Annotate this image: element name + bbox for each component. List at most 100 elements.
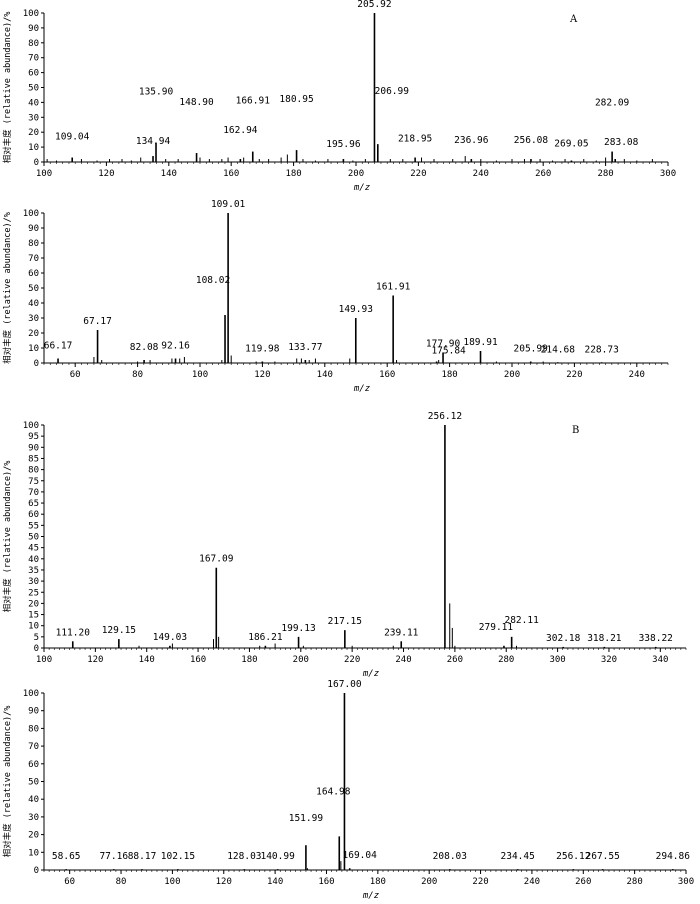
peak-label: 92.16 bbox=[161, 341, 190, 352]
y-tick-label: 20 bbox=[28, 599, 39, 609]
y-tick-label: 70 bbox=[28, 254, 39, 264]
y-tick-label: 75 bbox=[28, 477, 39, 487]
x-tick-label: 240 bbox=[524, 877, 540, 887]
y-tick-label: 70 bbox=[28, 54, 39, 64]
y-tick-label: 40 bbox=[28, 98, 39, 108]
y-tick-label: 35 bbox=[28, 566, 39, 576]
peak-label: 206.99 bbox=[375, 86, 410, 97]
peak-label: 256.08 bbox=[514, 135, 549, 146]
y-axis-label: 相对丰度 (relative abundance)/% bbox=[2, 461, 13, 613]
peak-label: 109.01 bbox=[211, 199, 246, 210]
x-tick-label: 100 bbox=[164, 877, 180, 887]
peak-label: 77.16 bbox=[99, 851, 128, 862]
y-tick-label: 40 bbox=[28, 795, 39, 805]
y-tick-label: 60 bbox=[28, 760, 39, 770]
y-tick-label: 55 bbox=[28, 521, 39, 531]
x-tick-label: 220 bbox=[410, 169, 426, 179]
peak-label: 236.96 bbox=[454, 135, 489, 146]
peak-label: 149.03 bbox=[153, 632, 187, 643]
y-tick-label: 0 bbox=[34, 644, 39, 654]
x-tick-label: 220 bbox=[566, 370, 582, 380]
peak-label: 218.95 bbox=[398, 134, 432, 145]
x-tick-label: 200 bbox=[421, 877, 437, 887]
x-tick-label: 300 bbox=[549, 655, 565, 665]
x-tick-label: 120 bbox=[254, 370, 270, 380]
y-tick-label: 80 bbox=[28, 39, 39, 49]
x-tick-label: 100 bbox=[36, 169, 52, 179]
x-tick-label: 220 bbox=[472, 877, 488, 887]
peak-label: 186.21 bbox=[248, 632, 283, 643]
x-tick-label: 320 bbox=[601, 655, 617, 665]
peak-label: 302.18 bbox=[546, 633, 581, 644]
peak-label: 239.11 bbox=[384, 627, 419, 638]
x-tick-label: 60 bbox=[70, 370, 81, 380]
x-tick-label: 160 bbox=[190, 655, 206, 665]
x-tick-label: 140 bbox=[267, 877, 283, 887]
y-tick-label: 10 bbox=[28, 622, 39, 632]
x-tick-label: 160 bbox=[379, 370, 395, 380]
x-tick-label: 260 bbox=[447, 655, 463, 665]
peak-label: 162.94 bbox=[223, 125, 258, 136]
y-tick-label: 30 bbox=[28, 314, 39, 324]
peak-label: 148.90 bbox=[179, 97, 214, 108]
y-tick-label: 100 bbox=[23, 421, 39, 431]
peak-label: 175.84 bbox=[431, 346, 466, 357]
peak-label: 167.09 bbox=[199, 554, 234, 565]
x-tick-label: 160 bbox=[318, 877, 334, 887]
y-tick-label: 20 bbox=[28, 329, 39, 339]
y-tick-label: 90 bbox=[28, 443, 39, 453]
y-tick-label: 50 bbox=[28, 778, 39, 788]
peak-label: 119.98 bbox=[245, 344, 280, 355]
y-tick-label: 50 bbox=[28, 533, 39, 543]
y-tick-label: 5 bbox=[34, 633, 39, 643]
y-tick-label: 90 bbox=[28, 707, 39, 717]
x-tick-label: 120 bbox=[216, 877, 232, 887]
y-tick-label: 10 bbox=[28, 143, 39, 153]
y-tick-label: 70 bbox=[28, 488, 39, 498]
x-tick-label: 120 bbox=[87, 655, 103, 665]
y-tick-label: 50 bbox=[28, 84, 39, 94]
x-tick-label: 100 bbox=[36, 655, 52, 665]
x-tick-label: 180 bbox=[285, 169, 301, 179]
y-tick-label: 90 bbox=[28, 24, 39, 34]
x-tick-label: 140 bbox=[161, 169, 177, 179]
peak-label: 133.77 bbox=[288, 342, 322, 353]
x-tick-label: 260 bbox=[575, 877, 591, 887]
x-tick-label: 200 bbox=[348, 169, 364, 179]
peak-label: 282.11 bbox=[504, 615, 539, 626]
peak-label: 267.55 bbox=[586, 851, 620, 862]
x-axis-label: m/z bbox=[362, 891, 379, 901]
y-tick-label: 60 bbox=[28, 510, 39, 520]
x-tick-label: 80 bbox=[132, 370, 143, 380]
peak-label: 108.02 bbox=[196, 275, 230, 286]
peak-label: 151.99 bbox=[289, 813, 324, 824]
y-tick-label: 80 bbox=[28, 724, 39, 734]
x-tick-label: 140 bbox=[317, 370, 333, 380]
x-tick-label: 280 bbox=[627, 877, 643, 887]
y-tick-label: 0 bbox=[34, 158, 39, 168]
y-tick-label: 80 bbox=[28, 466, 39, 476]
x-tick-label: 280 bbox=[498, 655, 514, 665]
y-tick-label: 40 bbox=[28, 299, 39, 309]
x-axis-label: m/z bbox=[362, 669, 379, 679]
y-tick-label: 100 bbox=[23, 209, 39, 219]
x-axis-label: m/z bbox=[353, 384, 370, 394]
y-tick-label: 0 bbox=[34, 359, 39, 369]
x-tick-label: 280 bbox=[597, 169, 613, 179]
y-tick-label: 25 bbox=[28, 588, 39, 598]
peak-label: 177.90 bbox=[426, 339, 461, 350]
x-tick-label: 60 bbox=[64, 877, 75, 887]
peak-label: 195.96 bbox=[326, 139, 361, 150]
y-tick-label: 85 bbox=[28, 454, 39, 464]
y-tick-label: 20 bbox=[28, 831, 39, 841]
peak-label: 282.09 bbox=[595, 98, 630, 109]
panel-label: A bbox=[569, 14, 578, 25]
peak-label: 102.15 bbox=[161, 851, 195, 862]
x-tick-label: 300 bbox=[678, 877, 694, 887]
peak-label: 164.98 bbox=[316, 786, 351, 797]
peak-label: 140.99 bbox=[260, 851, 295, 862]
y-tick-label: 10 bbox=[28, 344, 39, 354]
y-tick-label: 20 bbox=[28, 128, 39, 138]
peak-label: 189.91 bbox=[463, 337, 498, 348]
x-tick-label: 200 bbox=[293, 655, 309, 665]
